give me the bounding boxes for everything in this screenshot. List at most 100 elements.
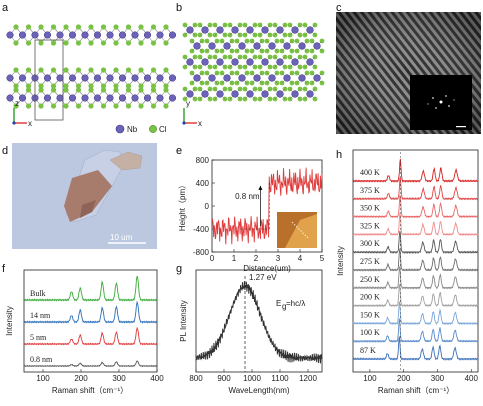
nb-atom (231, 90, 239, 98)
series-label: Bulk (30, 289, 46, 298)
x-tick-label: 200 (74, 374, 88, 383)
nb-atom (81, 31, 89, 39)
nb-atom (298, 42, 306, 50)
nb-atom (306, 26, 314, 34)
nb-atom (131, 94, 139, 102)
temperature-label: 150 K (360, 310, 380, 319)
nb-atom (43, 74, 52, 82)
nb-atom (268, 74, 276, 82)
nb-atom (268, 42, 276, 50)
raman-temp-series-line (352, 194, 479, 219)
raman-temp-series-line (352, 283, 479, 308)
nb-atom (56, 94, 64, 102)
temperature-label: 375 K (360, 186, 380, 195)
nb-atom (283, 42, 291, 50)
nb-atom (216, 26, 224, 34)
cl-atom (63, 24, 69, 30)
nb-atom (261, 58, 269, 66)
nb-atom (246, 90, 254, 98)
raman-temp-series-line (352, 230, 479, 254)
nb-atom (81, 74, 89, 82)
cl-atom (63, 87, 69, 93)
raman-series-line (23, 275, 158, 302)
nb-atom (313, 74, 321, 82)
nb-atom (246, 58, 254, 66)
x-tick-label: 100 (363, 374, 377, 383)
nb-atom (168, 94, 177, 102)
nb-atom (106, 74, 114, 82)
atom-legend (115, 124, 157, 134)
axis-x-label-b: x (198, 119, 202, 128)
cl-atom (150, 87, 157, 93)
x-tick-label: 800 (189, 374, 203, 383)
cl-atom (100, 40, 107, 46)
cl-atom (150, 103, 157, 109)
nb-atom (238, 42, 246, 50)
nb-atom (223, 74, 231, 82)
cl-atom (88, 40, 94, 46)
bandgap-formula-sub: g (282, 302, 286, 311)
nb-atom (276, 26, 284, 34)
cl-atom (25, 40, 32, 46)
legend-cl-label: Cl (159, 125, 167, 134)
temperature-label: 275 K (360, 257, 380, 266)
cl-atom (125, 40, 132, 46)
axis-z-label-a: z (15, 99, 19, 108)
nb-atom (253, 74, 261, 82)
cl-atom (25, 24, 32, 30)
cl-atom (38, 103, 44, 109)
cl-atom (125, 67, 132, 73)
nb-atom (18, 94, 27, 102)
x-axis-label: WaveLength(nm) (228, 386, 289, 395)
nb-atom (261, 90, 269, 98)
cl-atom (63, 83, 69, 89)
series-label: 0.8 nm (30, 355, 53, 364)
legend-nb-label: Nb (127, 125, 138, 134)
panel-label-a: a (2, 2, 9, 14)
nb-atom (306, 90, 314, 98)
nb-atom (31, 31, 39, 39)
cl-atom (75, 103, 82, 109)
cl-atom (50, 87, 57, 93)
nb-atom (201, 58, 209, 66)
x-tick-label: 100 (36, 374, 50, 383)
cl-atom (13, 103, 19, 109)
peak-label: 1.27 eV (249, 273, 277, 282)
x-tick-label: 300 (431, 374, 445, 383)
panel-label-b: b (176, 2, 182, 14)
nb-atom (18, 31, 27, 39)
plot-frame (23, 269, 158, 373)
nb-atom (201, 90, 209, 98)
nb-atom (208, 42, 216, 50)
cl-atom (100, 103, 107, 109)
optical-image (12, 143, 157, 249)
raman-temp-series-line (352, 301, 479, 326)
nb-atom (93, 94, 102, 102)
temperature-label: 350 K (360, 204, 380, 213)
nb-atom (106, 31, 114, 39)
x-axis-label: Raman shift（cm⁻¹） (52, 386, 128, 395)
nb-atom (81, 94, 89, 102)
y-axis-label: PL Intensity (179, 300, 188, 342)
nb-atom (156, 94, 164, 102)
nb-atom (56, 74, 64, 82)
cl-atom (113, 103, 119, 109)
nb-atom (231, 58, 239, 66)
nb-atom (168, 74, 177, 82)
nb-atom (306, 58, 314, 66)
nb-atom (223, 42, 231, 50)
cl-atom (25, 83, 32, 89)
x-tick-label: 1100 (271, 374, 289, 383)
plot-frame (195, 269, 323, 373)
raman-series-line (23, 326, 158, 346)
cl-atom (75, 40, 82, 46)
cl-atom (100, 87, 107, 93)
x-tick-label: 5 (320, 254, 325, 263)
nb-atom (6, 74, 14, 82)
cl-atom (100, 67, 107, 73)
nb-atom (118, 74, 127, 82)
nb-atom (118, 94, 127, 102)
cl-atom (25, 67, 32, 73)
cl-atom (38, 67, 44, 73)
